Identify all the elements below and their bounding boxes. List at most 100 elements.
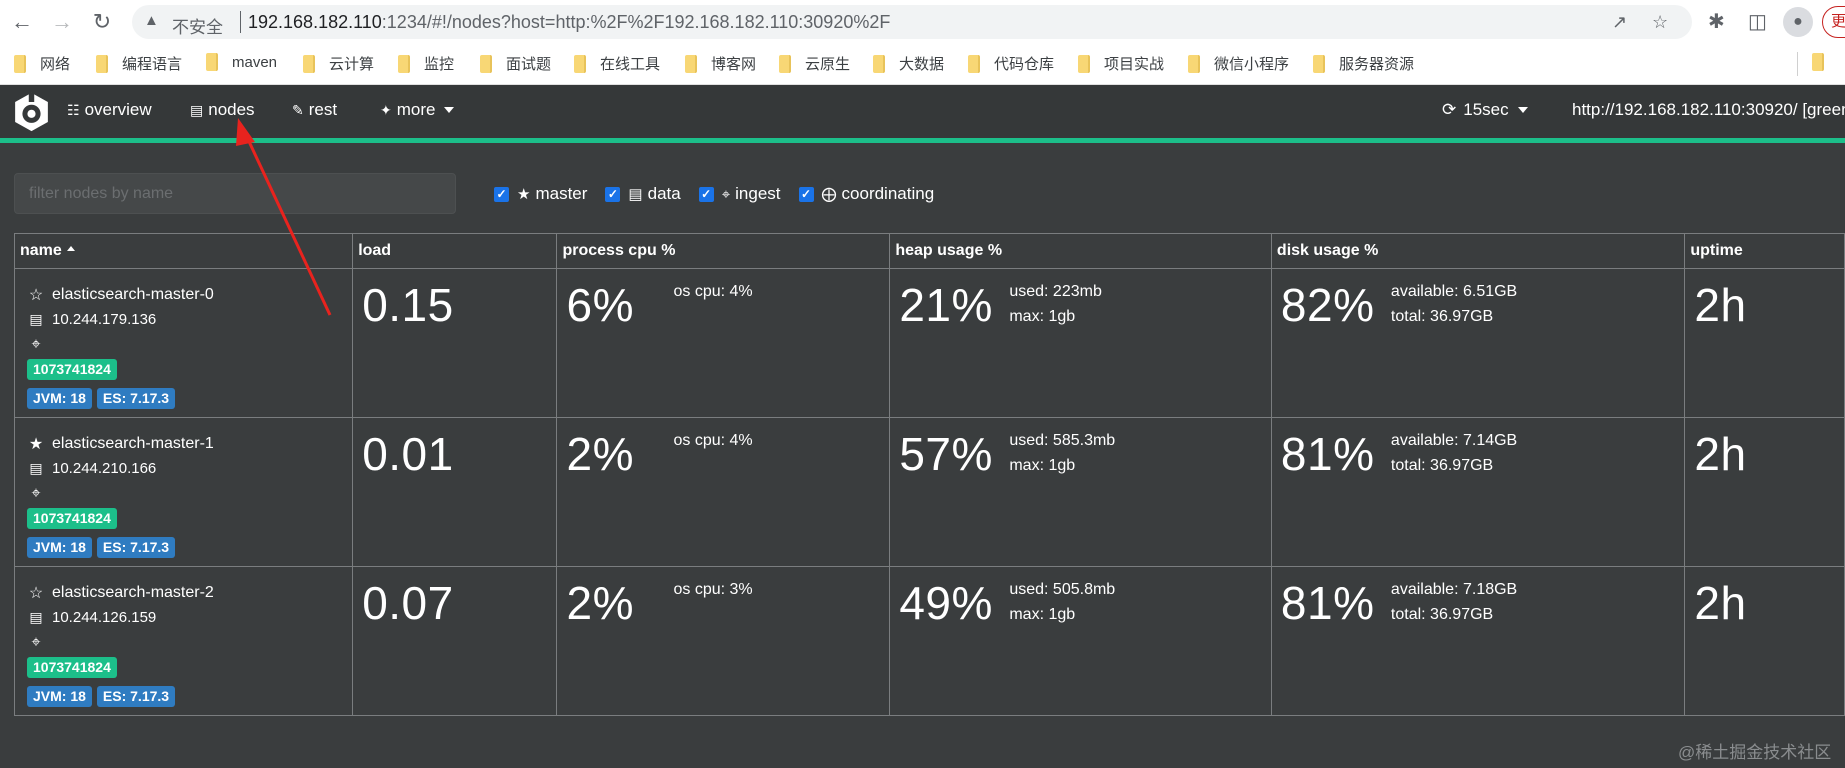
node-ip: 10.244.210.166 [52, 460, 157, 477]
node-name[interactable]: elasticsearch-master-2 [52, 583, 214, 601]
bookmarks-bar: 网络 编程语言 maven 云计算 监控 面试题 在线工具 博客网 云原生 大数… [0, 44, 1845, 85]
bookmark-folder[interactable]: 云原生 [779, 53, 850, 74]
disk-cell: 81% available: 7.18GB total: 36.97GB [1270, 566, 1686, 716]
bookmark-folder[interactable]: 在线工具 [574, 53, 660, 74]
checkbox-checked[interactable]: ✓ [698, 186, 714, 202]
bookmark-folder[interactable]: 面试题 [480, 53, 551, 74]
jvm-badge: JVM: 18 [27, 388, 92, 409]
server-icon: ▤ [190, 101, 204, 118]
table-header-row: name load process cpu % heap usage % dis… [13, 233, 1845, 269]
other-bookmarks[interactable] [1812, 53, 1838, 71]
es-version-badge: ES: 7.17.3 [96, 686, 176, 707]
refresh-interval-dropdown[interactable]: ⟳ 15sec [1442, 100, 1528, 120]
folder-icon [779, 54, 791, 73]
cpu-cell: 6% os cpu: 4% [556, 268, 891, 418]
side-panel-icon[interactable]: ◫ [1748, 11, 1767, 33]
url-text[interactable]: 192.168.182.110:1234/#!/nodes?host=http:… [248, 12, 891, 32]
attribute-badge: 1073741824 [27, 508, 117, 529]
column-header-disk[interactable]: disk usage % [1270, 233, 1686, 269]
forward-icon[interactable]: → [51, 9, 73, 34]
hdd-icon: ▤ [29, 460, 43, 476]
checkbox-checked[interactable]: ✓ [494, 186, 509, 202]
uptime-cell: 2h [1684, 566, 1845, 716]
folder-icon [685, 54, 697, 73]
bookmark-folder[interactable]: 编程语言 [96, 53, 182, 74]
heap-cell: 57% used: 585.3mb max: 1gb [889, 417, 1272, 567]
disk-cell: 82% available: 6.51GB total: 36.97GB [1270, 268, 1686, 418]
reload-icon[interactable]: ↻ [92, 9, 112, 34]
es-version-badge: ES: 7.17.3 [96, 537, 176, 558]
update-button[interactable]: 更 [1822, 6, 1845, 38]
insecure-label: 不安全 [172, 18, 223, 37]
bookmark-folder[interactable]: 大数据 [873, 53, 944, 74]
folder-icon [1188, 54, 1200, 73]
crosshair-icon: ⨁ [821, 186, 837, 203]
bookmark-folder[interactable]: 服务器资源 [1313, 53, 1414, 74]
star-filled-icon: ★ [28, 435, 44, 453]
cpu-cell: 2% os cpu: 3% [556, 566, 891, 716]
divider [240, 11, 241, 33]
cluster-url-status[interactable]: http://192.168.182.110:30920/ [green] [1572, 100, 1845, 119]
table-row: ★ elasticsearch-master-1 ▤ 10.244.210.166 … [13, 417, 1845, 567]
node-ip: 10.244.126.159 [52, 609, 157, 626]
folder-icon [14, 54, 26, 73]
folder-icon [1313, 54, 1325, 73]
role-filter-data[interactable]: ✓ ▤ data [605, 184, 681, 204]
app-navbar: ☷ overview ▤ nodes ✎ rest ✦ more ⟳ 15sec… [0, 85, 1845, 139]
bookmark-folder[interactable]: maven [206, 53, 277, 71]
column-header-name[interactable]: name [13, 233, 354, 269]
hdd-icon: ▤ [29, 609, 43, 625]
bookmark-folder[interactable]: 博客网 [685, 53, 756, 74]
crop-icon: ⌖ [721, 185, 731, 203]
profile-avatar[interactable]: ● [1783, 7, 1813, 37]
folder-icon [206, 53, 218, 71]
cluster-health-bar [0, 138, 1845, 143]
role-filter-ingest[interactable]: ✓ ⌖ ingest [698, 184, 781, 204]
jvm-badge: JVM: 18 [27, 537, 92, 558]
es-version-badge: ES: 7.17.3 [96, 388, 176, 409]
crop-icon: ⌖ [31, 633, 41, 651]
bookmark-folder[interactable]: 项目实战 [1078, 53, 1164, 74]
checkbox-checked[interactable]: ✓ [798, 186, 814, 202]
magic-wand-icon: ✦ [380, 101, 392, 118]
node-name-cell: ☆ elasticsearch-master-0 ▤ 10.244.179.136 … [13, 268, 354, 418]
cerebro-logo-icon[interactable] [13, 92, 50, 132]
bookmark-folder[interactable]: 云计算 [303, 53, 374, 74]
node-name[interactable]: elasticsearch-master-0 [52, 285, 214, 303]
column-header-heap[interactable]: heap usage % [889, 233, 1272, 269]
folder-icon [398, 54, 410, 73]
extensions-icon[interactable]: ✱ [1708, 11, 1725, 33]
node-name[interactable]: elasticsearch-master-1 [52, 434, 214, 452]
load-cell: 0.01 [352, 417, 558, 567]
nav-more-dropdown[interactable]: ✦ more [380, 100, 455, 120]
bookmark-folder[interactable]: 网络 [14, 53, 70, 74]
star-outline-icon: ☆ [28, 584, 44, 602]
back-icon[interactable]: ← [11, 9, 33, 34]
edit-icon: ✎ [292, 101, 304, 118]
filter-nodes-input[interactable] [14, 173, 456, 214]
cpu-cell: 2% os cpu: 4% [556, 417, 891, 567]
bookmark-star-icon[interactable]: ☆ [1652, 12, 1669, 32]
table-row: ☆ elasticsearch-master-0 ▤ 10.244.179.136 … [13, 268, 1845, 418]
nav-nodes[interactable]: ▤ nodes [190, 100, 255, 119]
bookmark-folder[interactable]: 微信小程序 [1188, 53, 1289, 74]
address-bar[interactable]: ▲ 不安全 192.168.182.110:1234/#!/nodes?host… [132, 5, 1692, 39]
crop-icon: ⌖ [31, 484, 41, 502]
column-header-uptime[interactable]: uptime [1684, 233, 1845, 269]
checkbox-checked[interactable]: ✓ [605, 186, 621, 202]
role-filter-master[interactable]: ✓ ★ master [494, 184, 587, 204]
column-header-load[interactable]: load [352, 233, 558, 269]
uptime-cell: 2h [1684, 417, 1845, 567]
hdd-icon: ▤ [29, 311, 43, 327]
bookmark-folder[interactable]: 监控 [398, 53, 454, 74]
share-icon[interactable]: ↗ [1612, 12, 1628, 32]
jvm-badge: JVM: 18 [27, 686, 92, 707]
role-filter-coordinating[interactable]: ✓ ⨁ coordinating [798, 184, 934, 204]
attribute-badge: 1073741824 [27, 359, 117, 380]
column-header-cpu[interactable]: process cpu % [556, 233, 891, 269]
bookmark-folder[interactable]: 代码仓库 [968, 53, 1054, 74]
nav-overview[interactable]: ☷ overview [67, 100, 152, 119]
folder-icon [303, 54, 315, 73]
nav-rest[interactable]: ✎ rest [292, 100, 338, 119]
nodes-table: name load process cpu % heap usage % dis… [13, 233, 1845, 716]
